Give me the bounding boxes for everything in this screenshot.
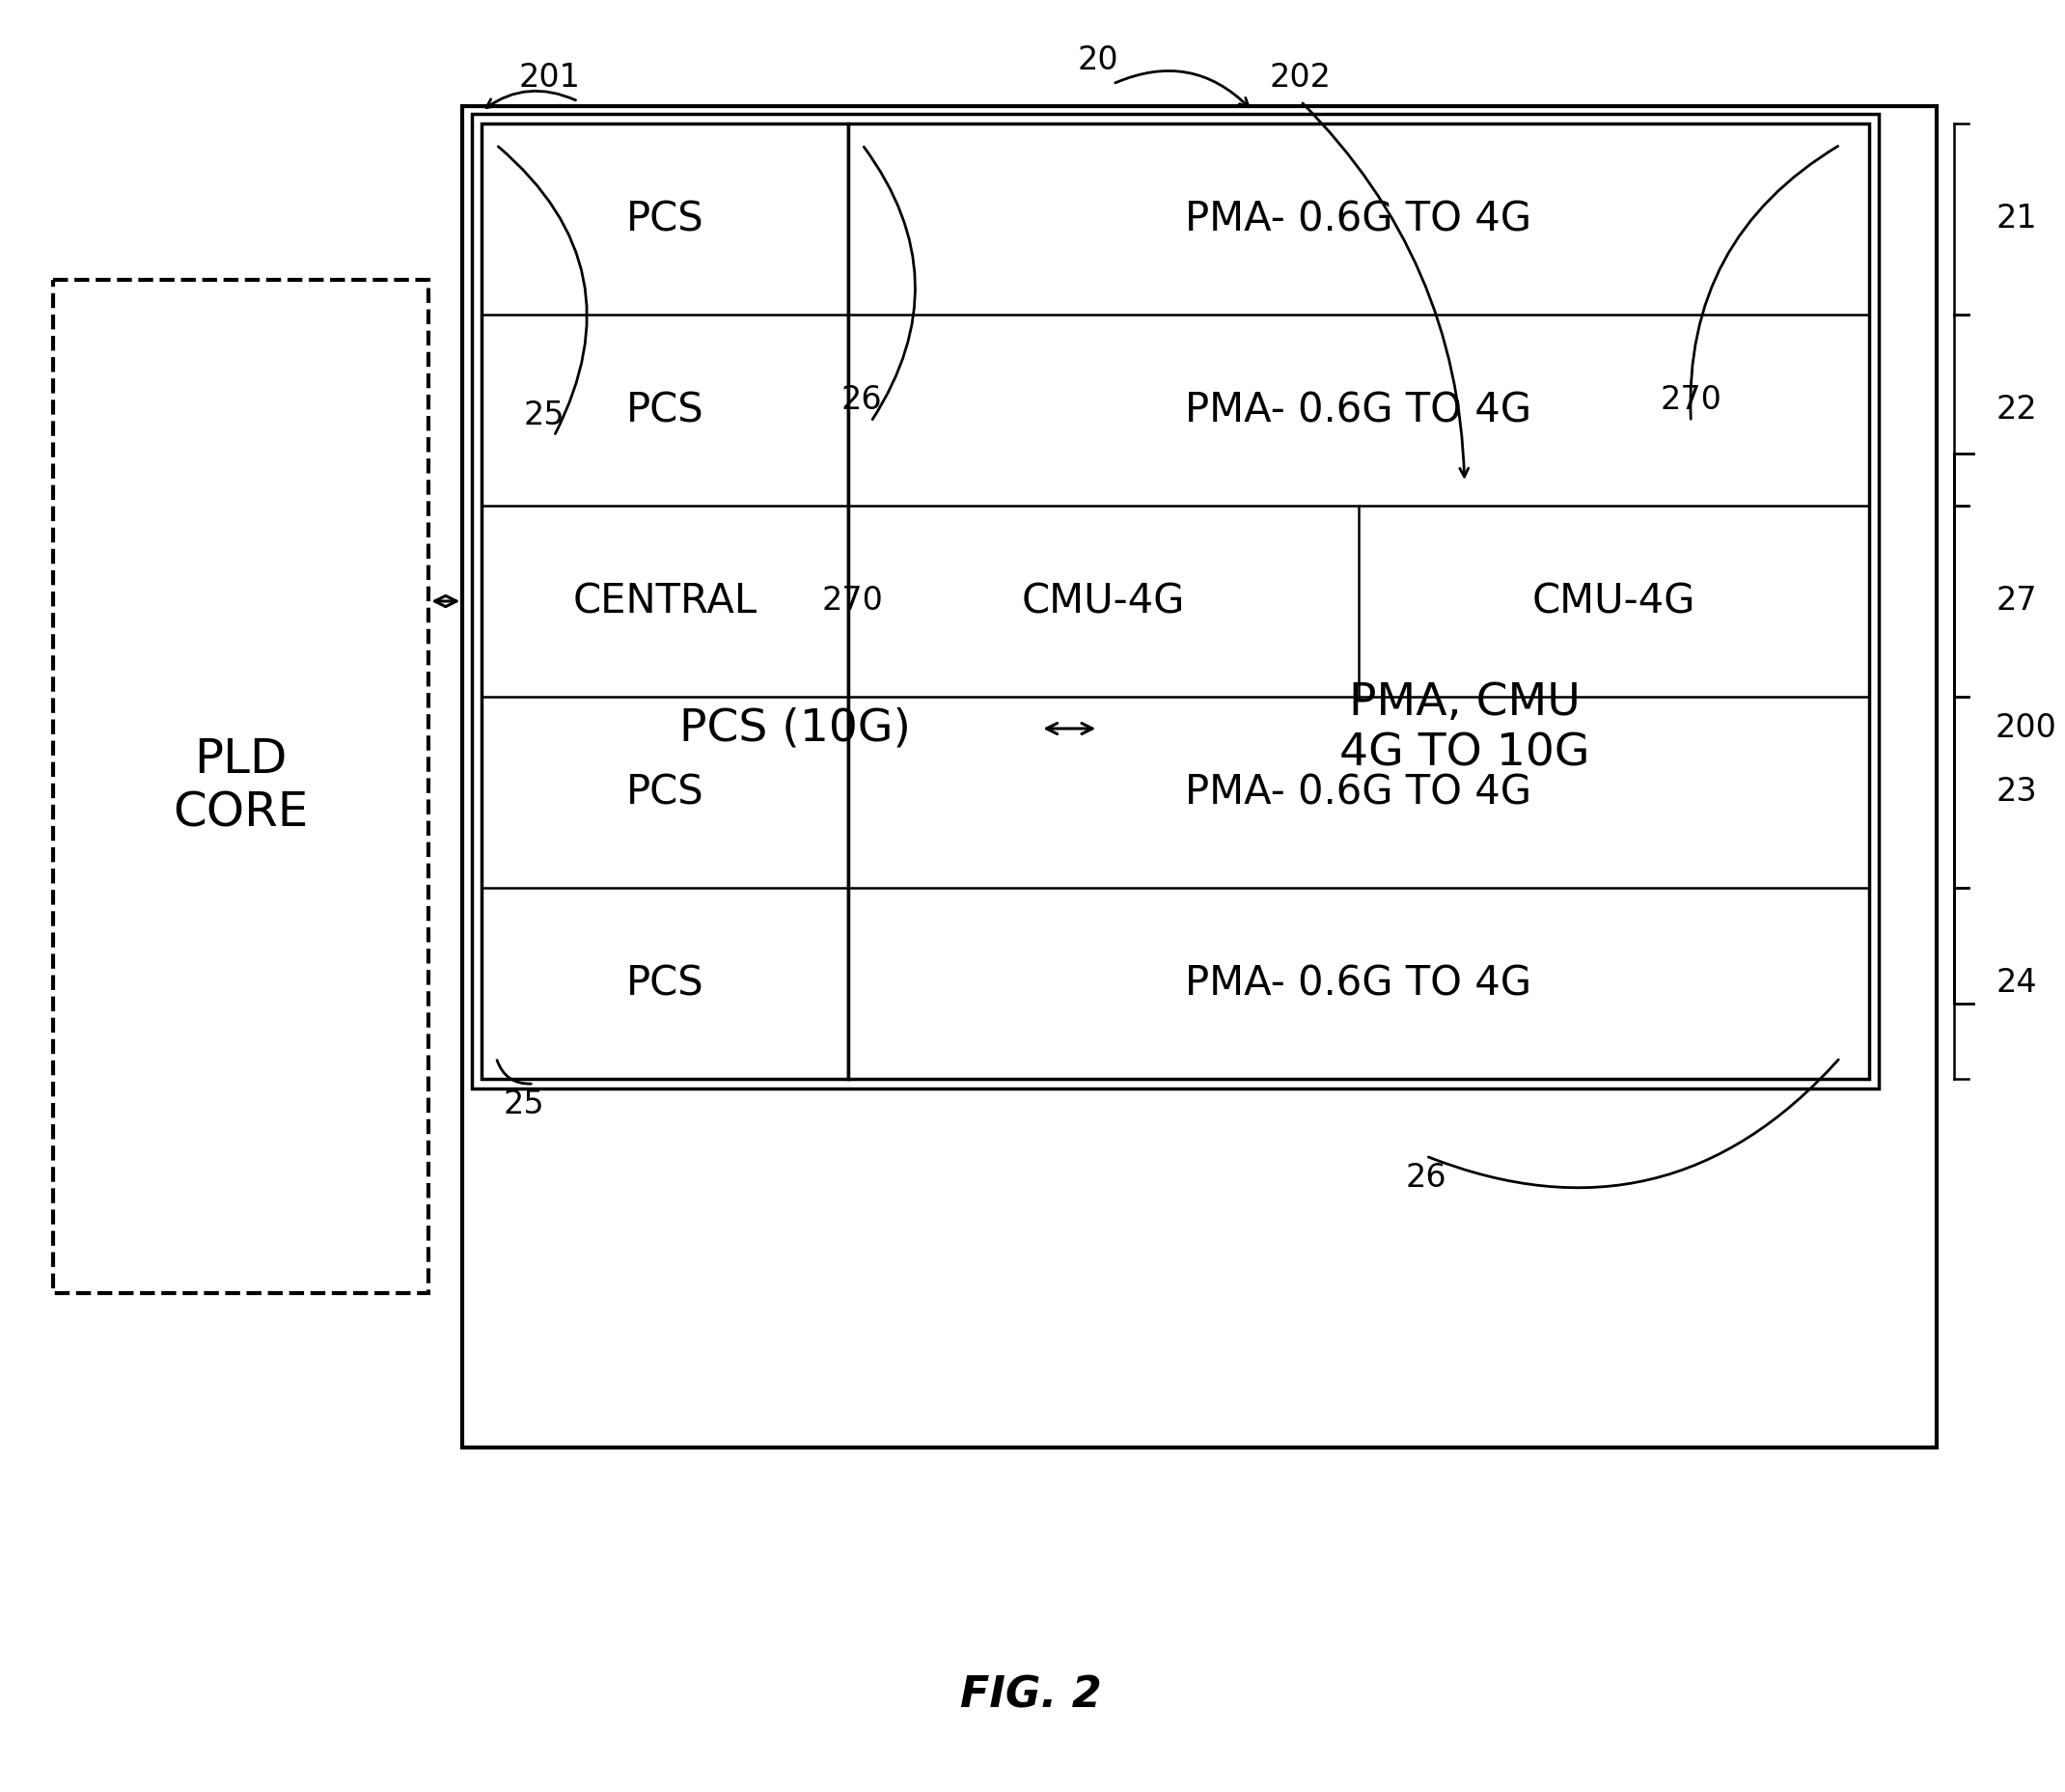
Text: 270: 270: [1660, 385, 1722, 416]
Text: CMU-4G: CMU-4G: [1022, 581, 1185, 622]
Text: 201: 201: [518, 61, 580, 93]
Text: PMA- 0.6G TO 4G: PMA- 0.6G TO 4G: [1185, 199, 1532, 240]
Text: 20: 20: [1078, 45, 1119, 75]
Text: PMA- 0.6G TO 4G: PMA- 0.6G TO 4G: [1185, 772, 1532, 812]
Text: 25: 25: [504, 1090, 545, 1120]
Bar: [849, 124, 1869, 1079]
Text: PCS (10G): PCS (10G): [679, 706, 911, 751]
Text: 202: 202: [1270, 61, 1332, 93]
Bar: [473, 115, 1879, 1088]
Text: PMA- 0.6G TO 4G: PMA- 0.6G TO 4G: [1185, 962, 1532, 1004]
Text: 23: 23: [1997, 776, 2038, 808]
Text: 22: 22: [1997, 394, 2038, 426]
Text: 200: 200: [1995, 713, 2057, 744]
Text: 270: 270: [822, 586, 884, 616]
Text: PCS: PCS: [626, 199, 704, 240]
Text: FIG. 2: FIG. 2: [960, 1676, 1103, 1717]
Text: PCS: PCS: [626, 772, 704, 812]
Bar: [481, 124, 849, 1079]
Bar: [54, 280, 430, 1294]
Text: PMA- 0.6G TO 4G: PMA- 0.6G TO 4G: [1185, 391, 1532, 430]
Text: 25: 25: [525, 400, 566, 430]
Text: 26: 26: [840, 385, 882, 416]
Text: PLD
CORE: PLD CORE: [173, 737, 308, 837]
Bar: [549, 478, 1041, 980]
Text: 27: 27: [1997, 586, 2038, 616]
Bar: [463, 106, 1937, 1448]
Text: 21: 21: [1997, 202, 2038, 235]
Bar: [525, 453, 1869, 1004]
Text: PMA, CMU
4G TO 10G: PMA, CMU 4G TO 10G: [1340, 681, 1590, 776]
Text: 26: 26: [1406, 1161, 1446, 1193]
Text: 24: 24: [1997, 968, 2038, 1000]
Text: CENTRAL: CENTRAL: [572, 581, 758, 622]
Text: CMU-4G: CMU-4G: [1532, 581, 1695, 622]
Text: PCS: PCS: [626, 391, 704, 430]
Bar: [1099, 478, 1830, 980]
Text: PCS: PCS: [626, 962, 704, 1004]
